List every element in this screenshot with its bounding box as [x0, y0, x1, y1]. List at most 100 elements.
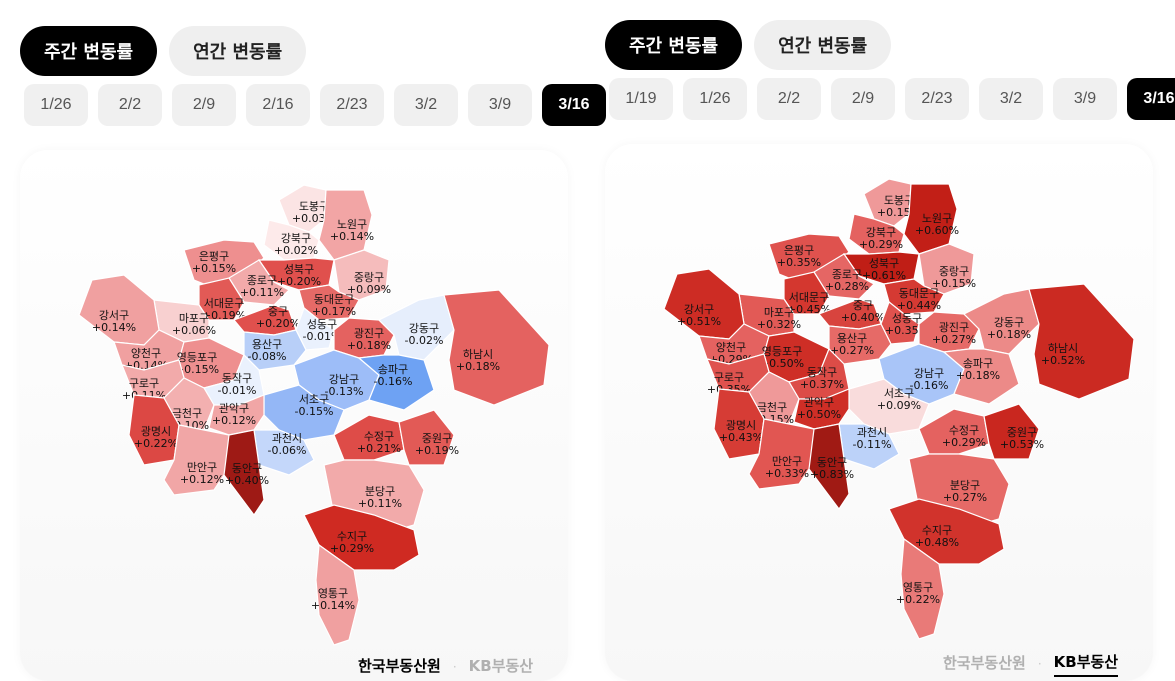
date-button[interactable]: 2/16 — [246, 84, 310, 126]
source-reb-tab[interactable]: 한국부동산원 — [358, 657, 441, 675]
district-region[interactable]: 노원구+0.60% — [903, 183, 959, 255]
district-region[interactable]: 강동구-0.02% — [377, 294, 455, 361]
district-region[interactable]: 도봉구+0.15% — [863, 178, 921, 227]
date-button[interactable]: 3/9 — [468, 84, 532, 126]
district-region[interactable]: 서대문구+0.19% — [198, 277, 246, 322]
district-region[interactable]: 수지구+0.48% — [888, 498, 1005, 565]
district-region[interactable]: 강서구+0.14% — [78, 274, 160, 346]
date-button[interactable]: 3/16 — [1127, 78, 1175, 120]
district-region[interactable]: 관악구+0.12% — [208, 394, 265, 436]
district-region[interactable]: 수정구+0.21% — [333, 414, 405, 461]
district-shape[interactable] — [443, 289, 550, 406]
district-region[interactable]: 영통구+0.14% — [311, 543, 360, 646]
district-region[interactable]: 중원구+0.19% — [398, 409, 459, 466]
district-shape[interactable] — [942, 348, 1020, 405]
district-region[interactable]: 동대문구+0.44% — [883, 278, 945, 315]
district-shape[interactable] — [263, 219, 320, 261]
district-shape[interactable] — [808, 423, 850, 511]
district-shape[interactable] — [1028, 283, 1135, 400]
district-region[interactable]: 서대문구+0.45% — [783, 271, 831, 316]
district-region[interactable]: 용산구+0.27% — [828, 323, 892, 365]
district-region[interactable]: 광진구+0.18% — [333, 317, 395, 359]
district-region[interactable]: 서초구-0.15% — [263, 384, 345, 441]
district-region[interactable]: 은평구+0.35% — [768, 233, 850, 283]
district-region[interactable]: 강서구+0.51% — [663, 268, 745, 340]
district-region[interactable]: 중랑구+0.15% — [918, 243, 976, 295]
date-button[interactable]: 2/2 — [98, 84, 162, 126]
date-button[interactable]: 2/9 — [172, 84, 236, 126]
district-region[interactable]: 용산구-0.08% — [243, 329, 307, 371]
left-seoul-map: 도봉구+0.03% 노원구+0.14%강북구+0.02%은평구+0.15% 성북구+… — [78, 184, 550, 646]
district-region[interactable]: 중구+0.20% — [232, 304, 300, 336]
district-region[interactable]: 만안구+0.12% — [163, 424, 235, 496]
source-kb-tab[interactable]: KB부동산 — [1053, 651, 1119, 677]
date-button[interactable]: 3/2 — [979, 78, 1043, 120]
district-shape[interactable] — [398, 409, 455, 466]
date-button[interactable]: 3/16 — [542, 84, 606, 126]
date-button[interactable]: 3/9 — [1053, 78, 1117, 120]
district-region[interactable]: 영등포구+0.15% — [175, 337, 245, 389]
district-shape[interactable] — [315, 543, 360, 646]
district-shape[interactable] — [848, 213, 905, 255]
district-region[interactable]: 과천시-0.11% — [838, 423, 900, 470]
district-region[interactable]: 은평구+0.15% — [183, 239, 265, 289]
district-region[interactable]: 종로구+0.11% — [228, 259, 290, 306]
date-button[interactable]: 1/26 — [683, 78, 747, 120]
district-shape[interactable] — [377, 294, 455, 361]
date-button[interactable]: 2/2 — [757, 78, 821, 120]
district-region[interactable]: 동안구+0.83% — [808, 423, 854, 511]
district-region[interactable]: 강북구+0.02% — [263, 219, 320, 261]
district-region[interactable]: 강북구+0.29% — [848, 213, 905, 255]
district-shape[interactable] — [900, 537, 945, 640]
district-region[interactable]: 광진구+0.27% — [918, 311, 980, 353]
district-shape[interactable] — [208, 394, 265, 436]
district-region[interactable]: 종로구+0.28% — [813, 253, 875, 300]
district-region[interactable]: 마포구+0.06% — [153, 299, 216, 343]
district-region[interactable]: 동작구-0.01% — [203, 353, 265, 406]
district-shape[interactable] — [223, 429, 265, 517]
district-shape[interactable] — [793, 388, 850, 430]
district-region[interactable]: 영통구+0.22% — [896, 537, 945, 640]
district-shape[interactable] — [962, 288, 1040, 355]
district-region[interactable]: 하남시+0.52% — [1028, 283, 1135, 400]
district-shape[interactable] — [842, 251, 920, 285]
district-region[interactable]: 노원구+0.14% — [318, 189, 374, 261]
date-button[interactable]: 1/26 — [24, 84, 88, 126]
date-button[interactable]: 2/9 — [831, 78, 895, 120]
source-reb-tab[interactable]: 한국부동산원 — [943, 654, 1026, 672]
tab-yearly-change[interactable]: 연간 변동률 — [169, 26, 307, 76]
district-region[interactable]: 강남구-0.13% — [293, 349, 380, 411]
tab-weekly-change[interactable]: 주간 변동률 — [20, 26, 158, 76]
district-region[interactable]: 송파구+0.18% — [942, 348, 1020, 405]
district-region[interactable]: 수정구+0.29% — [918, 408, 990, 455]
district-region[interactable]: 광명시+0.43% — [713, 388, 765, 460]
source-kb-tab[interactable]: KB부동산 — [468, 657, 534, 675]
district-region[interactable]: 과천시-0.06% — [253, 429, 315, 476]
district-region[interactable]: 서초구+0.09% — [848, 378, 930, 435]
district-shape[interactable] — [983, 403, 1040, 460]
district-region[interactable]: 만안구+0.33% — [748, 418, 820, 490]
district-region[interactable]: 영등포구+0.50% — [760, 331, 830, 383]
date-button[interactable]: 2/23 — [320, 84, 384, 126]
tab-weekly-change[interactable]: 주간 변동률 — [605, 20, 743, 70]
district-region[interactable]: 하남시+0.18% — [443, 289, 550, 406]
district-region[interactable]: 성동구+0.35% — [880, 301, 929, 345]
district-region[interactable]: 동대문구+0.17% — [298, 284, 360, 321]
district-region[interactable]: 광명시+0.22% — [128, 394, 180, 466]
district-shape[interactable] — [257, 257, 335, 291]
district-region[interactable]: 마포구+0.32% — [738, 293, 801, 337]
district-region[interactable]: 성북구+0.20% — [257, 257, 335, 291]
district-region[interactable]: 강동구+0.18% — [962, 288, 1040, 355]
district-region[interactable]: 수지구+0.29% — [303, 504, 420, 571]
district-region[interactable]: 관악구+0.50% — [793, 388, 850, 430]
district-shape[interactable] — [357, 354, 435, 411]
district-region[interactable]: 성동구-0.01% — [295, 307, 341, 351]
district-region[interactable]: 성북구+0.61% — [842, 251, 920, 285]
district-region[interactable]: 송파구-0.16% — [357, 354, 435, 411]
district-region[interactable]: 동안구+0.40% — [223, 429, 269, 517]
district-region[interactable]: 중원구+0.53% — [983, 403, 1044, 460]
date-button[interactable]: 2/23 — [905, 78, 969, 120]
date-button[interactable]: 1/19 — [609, 78, 673, 120]
date-button[interactable]: 3/2 — [394, 84, 458, 126]
tab-yearly-change[interactable]: 연간 변동률 — [754, 20, 892, 70]
